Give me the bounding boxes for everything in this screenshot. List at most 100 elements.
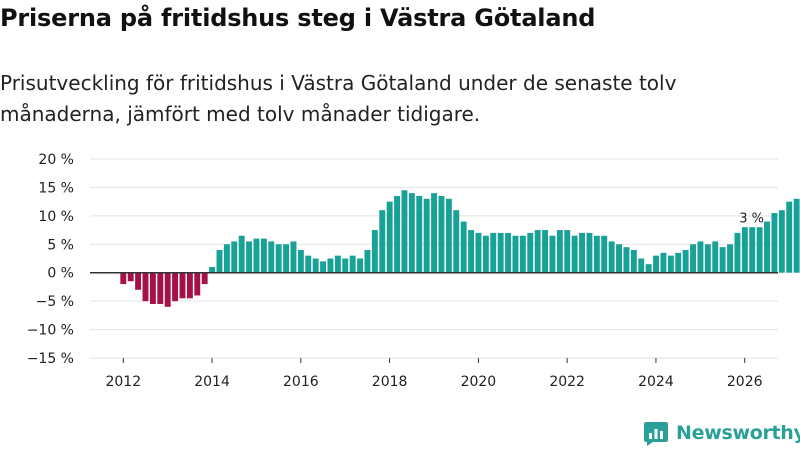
bar xyxy=(349,255,356,273)
bar xyxy=(431,193,438,273)
x-tick-label: 2026 xyxy=(727,374,763,390)
bar xyxy=(682,249,689,273)
bar xyxy=(416,195,423,273)
x-tick-label: 2020 xyxy=(461,374,497,390)
bar xyxy=(312,258,319,273)
x-tick-label: 2018 xyxy=(372,374,408,390)
bar xyxy=(438,195,445,273)
bar xyxy=(764,221,770,273)
y-tick-label: 10 % xyxy=(38,209,74,225)
y-tick-label: 15 % xyxy=(38,180,74,196)
y-tick-label: 0 % xyxy=(47,266,74,282)
bar xyxy=(179,272,186,299)
bar xyxy=(468,230,475,273)
bar xyxy=(616,244,623,273)
y-axis-labels: −15 % −10 % −5 % 0 % 5 % 10 % 15 % 20 % xyxy=(27,152,74,367)
bar xyxy=(660,252,667,273)
bar xyxy=(571,235,578,273)
bar xyxy=(223,244,230,273)
bar xyxy=(209,267,216,273)
bar xyxy=(386,201,393,273)
bar xyxy=(246,241,253,273)
bar xyxy=(453,210,460,273)
bar xyxy=(482,235,489,273)
chart-title: Priserna på fritidshus steg i Västra Göt… xyxy=(0,4,596,32)
bar xyxy=(601,235,608,273)
bar xyxy=(135,272,142,290)
bar xyxy=(519,235,526,273)
value-annotation: 3 % xyxy=(739,212,764,227)
x-tick-label: 2022 xyxy=(549,374,585,390)
bar xyxy=(394,195,401,273)
x-tick-label: 2014 xyxy=(194,374,230,390)
bar xyxy=(793,198,800,273)
bar xyxy=(719,247,726,273)
bar xyxy=(275,244,282,273)
bar xyxy=(586,232,593,273)
bar xyxy=(120,272,127,285)
bar xyxy=(268,241,275,273)
bar xyxy=(527,232,534,273)
bar xyxy=(549,235,556,273)
bar xyxy=(127,272,134,282)
x-tick-label: 2012 xyxy=(105,374,141,390)
bar xyxy=(623,247,630,273)
logo-text: Newsworthy xyxy=(676,422,800,444)
bar xyxy=(497,232,504,273)
bar xyxy=(334,255,341,273)
bar xyxy=(727,244,733,273)
bar xyxy=(690,244,696,273)
y-tick-label: 5 % xyxy=(47,237,74,253)
y-tick-label: 20 % xyxy=(38,152,74,168)
bar xyxy=(756,227,763,273)
bar xyxy=(697,241,704,273)
bar xyxy=(564,230,571,273)
chart-subtitle: Prisutveckling för fritidshus i Västra G… xyxy=(0,71,677,126)
newsworthy-logo: Newsworthy xyxy=(643,419,800,447)
bar xyxy=(490,232,497,273)
bar xyxy=(216,249,223,273)
bar xyxy=(172,272,179,302)
bar xyxy=(771,213,778,273)
bar xyxy=(142,272,149,302)
bar xyxy=(445,198,452,273)
bar xyxy=(734,232,741,273)
bar xyxy=(194,272,201,296)
newsworthy-logo-icon xyxy=(644,422,668,446)
y-tick-label: −5 % xyxy=(36,294,74,310)
bar xyxy=(534,230,541,273)
x-tick-label: 2016 xyxy=(283,374,319,390)
x-axis: 2012 2014 2016 2018 2020 2022 2024 2026 xyxy=(105,358,763,390)
bar xyxy=(260,238,267,273)
bar xyxy=(512,235,519,273)
bar xyxy=(475,232,482,273)
bar xyxy=(186,272,193,299)
bar xyxy=(653,255,660,273)
annotations: 3 % xyxy=(739,212,764,227)
bar xyxy=(667,255,674,273)
bar xyxy=(290,241,297,273)
bar xyxy=(608,241,615,273)
bar xyxy=(786,201,793,273)
bar xyxy=(749,227,756,273)
bar xyxy=(253,238,260,273)
bar xyxy=(320,261,327,273)
bar xyxy=(704,244,711,273)
bar xyxy=(542,230,549,273)
y-tick-label: −10 % xyxy=(27,323,74,339)
bar xyxy=(297,249,304,273)
bar xyxy=(149,272,156,304)
bar xyxy=(364,249,371,273)
bar xyxy=(579,232,586,273)
bar xyxy=(357,258,364,273)
bar xyxy=(638,258,645,273)
y-tick-label: −15 % xyxy=(27,351,74,367)
bar xyxy=(231,241,238,273)
bars xyxy=(120,190,800,307)
bar xyxy=(408,193,415,273)
bar xyxy=(423,198,430,273)
bar xyxy=(741,227,748,273)
bar xyxy=(593,235,600,273)
bar xyxy=(379,210,386,273)
